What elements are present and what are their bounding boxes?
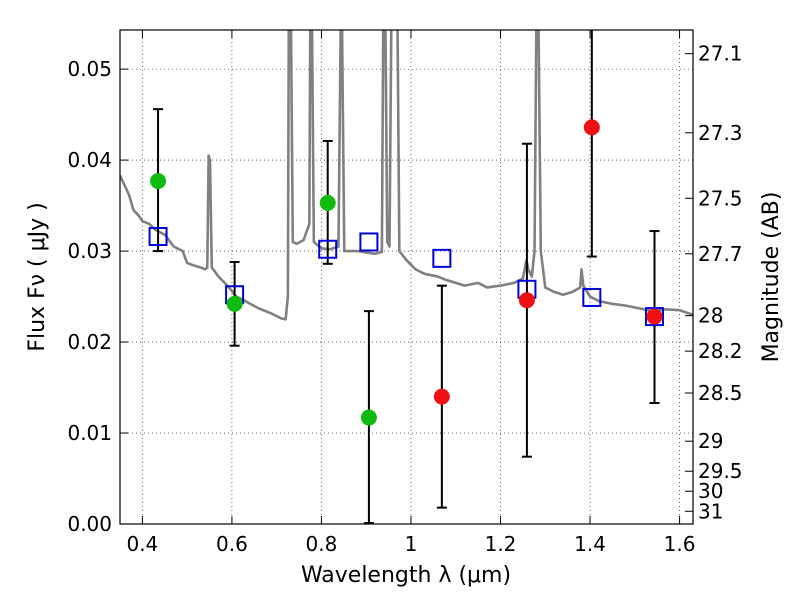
model-photometry-square bbox=[582, 287, 602, 307]
y-tick-label: 0.05 bbox=[67, 57, 112, 81]
tick-labels: 0.4 0.6 0.8 1 1.2 1.4 1.6 0.00 0.01 0.02 0.03 0.04 0… bbox=[67, 42, 742, 556]
y-tick-label: 0.02 bbox=[67, 330, 112, 354]
y-tick-label: 0.01 bbox=[67, 421, 112, 445]
observed-flux-low-snr-point bbox=[646, 308, 663, 325]
observed-flux-detections-point bbox=[319, 194, 336, 211]
observed-flux-detections-point bbox=[360, 409, 377, 426]
model-photometry-square bbox=[359, 232, 379, 252]
ticks bbox=[120, 30, 693, 525]
observed-flux-detections-point bbox=[226, 295, 243, 312]
x-tick-label: 1.6 bbox=[664, 532, 696, 556]
right-tick-label: 29 bbox=[698, 429, 723, 453]
right-tick-label: 27.1 bbox=[698, 42, 743, 66]
x-tick-label: 1.4 bbox=[574, 532, 606, 556]
x-axis-label: Wavelength λ (μm) bbox=[301, 563, 511, 588]
model-photometry-square bbox=[432, 248, 452, 268]
right-tick-label: 27.7 bbox=[698, 242, 743, 266]
x-tick-label: 0.6 bbox=[216, 532, 248, 556]
y-tick-label: 0.04 bbox=[67, 148, 112, 172]
observed-flux-low-snr-point bbox=[518, 292, 535, 309]
model-photometry-square bbox=[318, 239, 338, 259]
right-tick-label: 28 bbox=[698, 304, 723, 328]
observed-flux-low-snr-point bbox=[583, 119, 600, 136]
right-tick-label: 28.2 bbox=[698, 339, 743, 363]
model-photometry-square bbox=[645, 307, 665, 327]
right-tick-label: 27.5 bbox=[698, 186, 743, 210]
right-axis-label: Magnitude (AB) bbox=[759, 192, 784, 363]
x-tick-label: 1.2 bbox=[485, 532, 517, 556]
y-axis-label: Flux Fν ( μJy ) bbox=[25, 202, 50, 351]
plot-background bbox=[120, 30, 693, 524]
right-tick-label: 30 bbox=[698, 479, 723, 503]
observed-flux-low-snr-point bbox=[433, 388, 450, 405]
right-tick-label: 27.3 bbox=[698, 121, 743, 145]
y-tick-label: 0.03 bbox=[67, 239, 112, 263]
model-photometry-square bbox=[148, 227, 168, 247]
model-spectrum-line bbox=[120, 30, 693, 321]
plot-frame bbox=[119, 29, 694, 525]
x-tick-label: 1 bbox=[405, 532, 418, 556]
marker-layer bbox=[148, 119, 665, 426]
right-tick-label: 29.5 bbox=[698, 459, 743, 483]
series-layer bbox=[120, 30, 693, 321]
y-tick-label: 0.00 bbox=[67, 512, 112, 536]
x-tick-label: 0.8 bbox=[306, 532, 338, 556]
right-tick-label: 28.5 bbox=[698, 381, 743, 405]
x-tick-label: 0.4 bbox=[126, 532, 158, 556]
observed-flux-detections-point bbox=[150, 173, 167, 190]
right-tick-label: 31 bbox=[698, 499, 723, 523]
